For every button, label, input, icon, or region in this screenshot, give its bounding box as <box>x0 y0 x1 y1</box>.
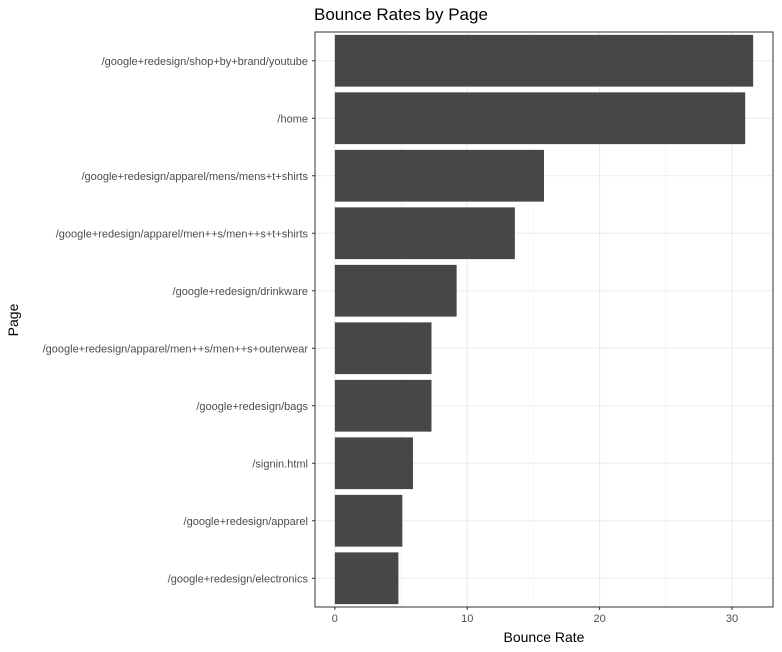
bar <box>334 92 746 145</box>
y-tick-label: /google+redesign/drinkware <box>173 286 308 298</box>
x-tick-label: 10 <box>461 613 473 625</box>
y-tick-label: /home <box>277 113 308 125</box>
bar <box>334 149 544 202</box>
y-tick-label: /signin.html <box>252 458 308 470</box>
y-tick-label: /google+redesign/apparel/men++s/men++s+o… <box>43 343 309 355</box>
y-tick-label: /google+redesign/electronics <box>168 573 309 585</box>
y-tick-labels: /google+redesign/shop+by+brand/youtube/h… <box>43 56 315 585</box>
bar <box>334 264 457 317</box>
x-axis-title: Bounce Rate <box>504 629 585 645</box>
y-tick-label: /google+redesign/bags <box>196 401 308 413</box>
bar <box>334 34 754 87</box>
y-tick-label: /google+redesign/shop+by+brand/youtube <box>102 56 308 68</box>
x-tick-label: 20 <box>593 613 605 625</box>
x-tick-label: 30 <box>726 613 738 625</box>
bar <box>334 437 413 490</box>
y-tick-label: /google+redesign/apparel/men++s/men++s+t… <box>56 228 309 240</box>
bar <box>334 379 432 432</box>
bar <box>334 207 515 260</box>
bar <box>334 552 399 605</box>
x-tick-label: 0 <box>332 613 338 625</box>
y-tick-label: /google+redesign/apparel <box>184 516 308 528</box>
y-axis-title: Page <box>5 303 21 336</box>
bar <box>334 494 403 547</box>
chart-title: Bounce Rates by Page <box>314 5 488 24</box>
plot-panel-border <box>314 31 774 608</box>
y-tick-label: /google+redesign/apparel/mens/mens+t+shi… <box>81 171 308 183</box>
x-tick-labels: 0 10 20 30 <box>332 607 738 625</box>
bar <box>334 322 432 375</box>
bars <box>334 34 754 605</box>
